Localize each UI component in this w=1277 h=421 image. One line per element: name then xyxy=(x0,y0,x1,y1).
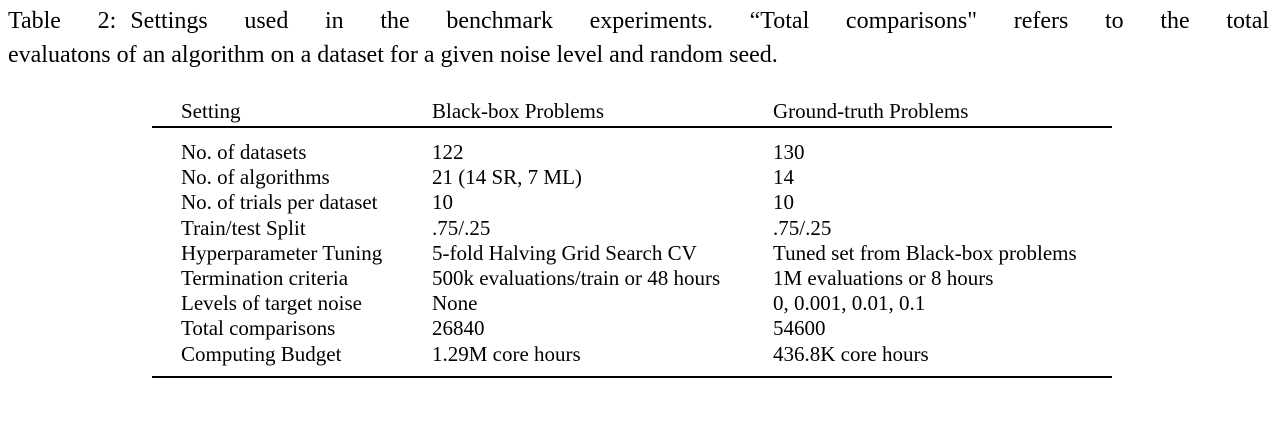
cell-groundtruth: 436.8K core hours xyxy=(773,341,929,366)
cell-setting: Termination criteria xyxy=(181,265,349,290)
table-row: No. of algorithms 21 (14 SR, 7 ML) 14 xyxy=(152,165,1112,190)
column-header-blackbox: Black-box Problems xyxy=(432,99,605,123)
cell-blackbox: 1.29M core hours xyxy=(432,341,581,366)
cell-blackbox: 122 xyxy=(432,140,464,164)
cell-groundtruth: Tuned set from Black-box problems xyxy=(773,240,1077,265)
table-row: Train/test Split .75/.25 .75/.25 xyxy=(152,216,1112,241)
cell-blackbox: 21 (14 SR, 7 ML) xyxy=(432,165,582,190)
table-row: Termination criteria 500k evaluations/tr… xyxy=(152,266,1112,291)
cell-setting: No. of trials per dataset xyxy=(181,190,378,215)
cell-setting: Train/test Split xyxy=(181,215,306,240)
table-row: Total comparisons 26840 54600 xyxy=(152,316,1112,341)
table-row: No. of datasets 122 130 xyxy=(152,140,1112,165)
cell-groundtruth: 10 xyxy=(773,190,794,215)
cell-setting: No. of datasets xyxy=(181,140,307,164)
settings-table: Setting Black-box Problems Ground-truth … xyxy=(152,97,1112,378)
table-row: Computing Budget 1.29M core hours 436.8K… xyxy=(152,342,1112,367)
table-row: Hyperparameter Tuning 5-fold Halving Gri… xyxy=(152,241,1112,266)
table-row: Levels of target noise None 0, 0.001, 0.… xyxy=(152,291,1112,316)
column-header-setting: Setting xyxy=(181,99,241,123)
table-caption-line2: evaluatons of an algorithm on a dataset … xyxy=(8,42,778,68)
cell-setting: Total comparisons xyxy=(181,316,336,341)
cell-setting: Hyperparameter Tuning xyxy=(181,240,383,265)
cell-groundtruth: 0, 0.001, 0.01, 0.1 xyxy=(773,291,926,316)
cell-groundtruth: 14 xyxy=(773,165,794,190)
cell-blackbox: .75/.25 xyxy=(432,215,491,240)
cell-blackbox: 10 xyxy=(432,190,453,215)
table-caption-label: Table 2: xyxy=(8,8,117,34)
cell-blackbox: 5-fold Halving Grid Search CV xyxy=(432,240,697,265)
cell-groundtruth: 130 xyxy=(773,140,805,164)
cell-blackbox: None xyxy=(432,291,478,316)
column-header-groundtruth: Ground-truth Problems xyxy=(773,99,969,123)
cell-groundtruth: 1M evaluations or 8 hours xyxy=(773,265,994,290)
cell-groundtruth: .75/.25 xyxy=(773,215,832,240)
table-row: No. of trials per dataset 10 10 xyxy=(152,190,1112,215)
table-header-row: Setting Black-box Problems Ground-truth … xyxy=(152,97,1112,128)
cell-setting: Computing Budget xyxy=(181,341,342,366)
table-caption-line1: Table 2: Settings used in the benchmark e… xyxy=(8,4,1269,38)
cell-blackbox: 26840 xyxy=(432,316,485,341)
cell-setting: No. of algorithms xyxy=(181,165,330,190)
cell-setting: Levels of target noise xyxy=(181,291,362,316)
table-caption: Table 2: Settings used in the benchmark e… xyxy=(8,4,1269,72)
cell-groundtruth: 54600 xyxy=(773,316,826,341)
table-caption-text: Settings used in the benchmark experimen… xyxy=(130,8,1270,34)
cell-blackbox: 500k evaluations/train or 48 hours xyxy=(432,265,721,290)
table-body: No. of datasets 122 130 No. of algorithm… xyxy=(152,128,1112,378)
